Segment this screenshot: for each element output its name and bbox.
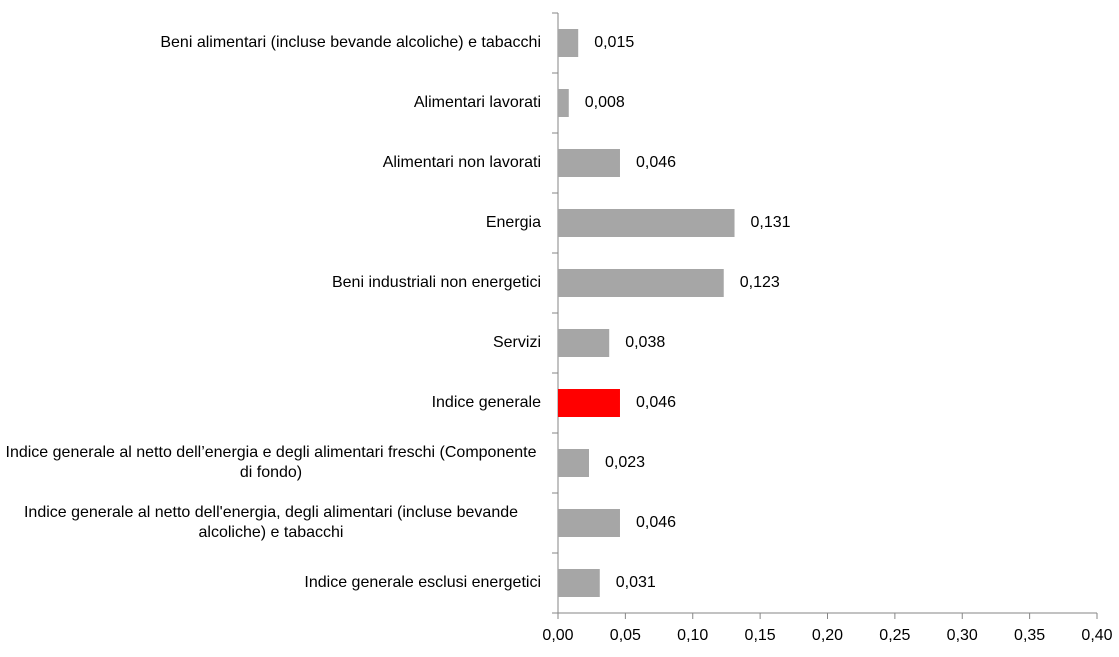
bar	[558, 89, 569, 117]
y-tick-label: Beni industriali non energetici	[331, 274, 541, 291]
bar	[558, 269, 724, 297]
y-tick-label: Alimentari non lavorati	[382, 154, 541, 171]
bar	[558, 329, 610, 357]
data-label: 0,008	[585, 94, 625, 111]
x-tick-label: 0,10	[677, 627, 708, 644]
bar	[558, 29, 579, 57]
y-tick-label: Beni alimentari (incluse bevande alcolic…	[160, 34, 541, 51]
y-tick-label: Energia	[485, 214, 541, 231]
y-tick-label: Indice generale al netto dell’energia e …	[5, 444, 537, 481]
data-label: 0,046	[636, 514, 676, 531]
x-tick-label: 0,35	[1014, 627, 1045, 644]
data-label: 0,046	[636, 154, 676, 171]
y-tick-label: Indice generale al netto dell'energia, d…	[23, 504, 519, 541]
data-label: 0,131	[751, 214, 791, 231]
bar	[558, 569, 600, 597]
bar	[558, 389, 620, 417]
x-tick-label: 0,25	[879, 627, 910, 644]
y-tick-label: Indice generale esclusi energetici	[304, 574, 541, 591]
y-tick-label: Servizi	[492, 334, 541, 351]
data-label: 0,046	[636, 394, 676, 411]
bar	[558, 149, 620, 177]
x-tick-label: 0,05	[610, 627, 641, 644]
x-tick-label: 0,40	[1081, 627, 1112, 644]
data-label: 0,031	[616, 574, 656, 591]
y-tick-label: Alimentari lavorati	[413, 94, 541, 111]
x-tick-label: 0,15	[745, 627, 776, 644]
data-label: 0,038	[625, 334, 665, 351]
x-tick-label: 0,00	[542, 627, 573, 644]
data-label: 0,023	[605, 454, 645, 471]
bar	[558, 449, 589, 477]
bar	[558, 209, 735, 237]
data-label: 0,015	[594, 34, 634, 51]
bar	[558, 509, 620, 537]
x-tick-label: 0,20	[812, 627, 843, 644]
data-label: 0,123	[740, 274, 780, 291]
y-tick-label: Indice generale	[431, 394, 541, 411]
x-tick-label: 0,30	[947, 627, 978, 644]
